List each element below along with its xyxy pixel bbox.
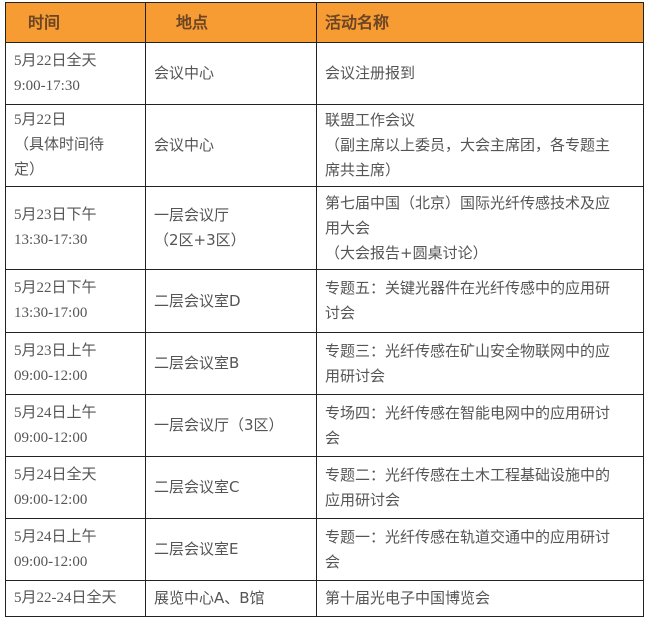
time-cell: 5月22-24日全天 bbox=[5, 580, 146, 617]
table-row: 5月24日上午 09:00-12:00 一层会议厅（3区） 专场四：光纤传感在智能电… bbox=[5, 394, 644, 457]
time-cell: 5月24日上午 09:00-12:00 bbox=[5, 518, 146, 581]
time-cell: 5月23日上午 09:00-12:00 bbox=[5, 332, 146, 395]
event-cell: 联盟工作会议 （副主席以上委员，大会主席团，各专题主 席共主席） bbox=[316, 104, 644, 187]
place-cell: 二层会议室E bbox=[145, 518, 317, 581]
event-cell: 第七届中国（北京）国际光纤传感技术及应 用大会 （大会报告+圆桌讨论） bbox=[316, 186, 644, 270]
header-row: 时间 地点 活动名称 bbox=[5, 2, 644, 43]
header-time: 时间 bbox=[5, 2, 146, 43]
table-row: 5月22日下午 13:30-17:00 二层会议室D 专题五：关键光器件在光纤传感中… bbox=[5, 269, 644, 333]
schedule-table: 时间 地点 活动名称 5月22日全天 9:00-17:30 会议中心 会议注册报到 5… bbox=[5, 2, 644, 617]
time-cell: 5月23日下午 13:30-17:30 bbox=[5, 186, 146, 270]
place-cell: 会议中心 bbox=[145, 104, 317, 187]
place-cell: 一层会议厅（3区） bbox=[145, 394, 317, 457]
time-cell: 5月24日上午 09:00-12:00 bbox=[5, 394, 146, 457]
table-row: 5月24日全天 09:00-12:00 二层会议室C 专题二：光纤传感在土木工程基础… bbox=[5, 456, 644, 519]
table-row: 5月23日上午 09:00-12:00 二层会议室B 专题三：光纤传感在矿山安全物联… bbox=[5, 332, 644, 395]
place-cell: 会议中心 bbox=[145, 42, 317, 105]
event-cell: 会议注册报到 bbox=[316, 42, 644, 105]
table-row: 5月22日 （具体时间待 定） 会议中心 联盟工作会议 （副主席以上委员，大会主席团… bbox=[5, 104, 644, 187]
event-cell: 专题五：关键光器件在光纤传感中的应用研 讨会 bbox=[316, 269, 644, 333]
time-cell: 5月22日 （具体时间待 定） bbox=[5, 104, 146, 187]
table-row: 5月22-24日全天 展览中心A、B馆 第十届光电子中国博览会 bbox=[5, 580, 644, 617]
table-row: 5月22日全天 9:00-17:30 会议中心 会议注册报到 bbox=[5, 42, 644, 105]
place-cell: 展览中心A、B馆 bbox=[145, 580, 317, 617]
event-cell: 专题三：光纤传感在矿山安全物联网中的应 用研讨会 bbox=[316, 332, 644, 395]
event-cell: 专题二：光纤传感在土木工程基础设施中的 应用研讨会 bbox=[316, 456, 644, 519]
event-cell: 第十届光电子中国博览会 bbox=[316, 580, 644, 617]
place-cell: 二层会议室B bbox=[145, 332, 317, 395]
event-cell: 专场四：光纤传感在智能电网中的应用研讨 会 bbox=[316, 394, 644, 457]
header-event: 活动名称 bbox=[316, 2, 644, 43]
place-cell: 二层会议室C bbox=[145, 456, 317, 519]
time-cell: 5月22日全天 9:00-17:30 bbox=[5, 42, 146, 105]
place-cell: 一层会议厅 （2区+3区） bbox=[145, 186, 317, 270]
table-row: 5月24日上午 09:00-12:00 二层会议室E 专题一：光纤传感在轨道交通中的… bbox=[5, 518, 644, 581]
place-cell: 二层会议室D bbox=[145, 269, 317, 333]
time-cell: 5月22日下午 13:30-17:00 bbox=[5, 269, 146, 333]
table-row: 5月23日下午 13:30-17:30 一层会议厅 （2区+3区） 第七届中国（北京… bbox=[5, 186, 644, 270]
event-cell: 专题一：光纤传感在轨道交通中的应用研讨 会 bbox=[316, 518, 644, 581]
time-cell: 5月24日全天 09:00-12:00 bbox=[5, 456, 146, 519]
header-place: 地点 bbox=[145, 2, 317, 43]
